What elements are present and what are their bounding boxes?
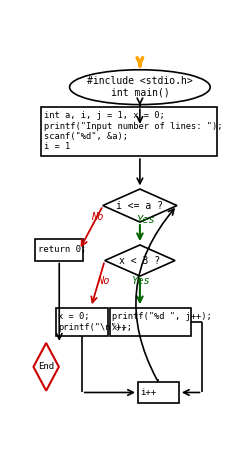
Polygon shape xyxy=(105,245,175,276)
Ellipse shape xyxy=(70,70,210,105)
FancyBboxPatch shape xyxy=(56,308,108,336)
Text: printf("%d ", j++);
x++;: printf("%d ", j++); x++; xyxy=(112,312,212,332)
Polygon shape xyxy=(103,189,177,222)
Text: #include <stdio.h>
int main(): #include <stdio.h> int main() xyxy=(87,76,193,98)
FancyBboxPatch shape xyxy=(41,107,217,156)
Text: i++: i++ xyxy=(140,388,156,397)
Text: Yes: Yes xyxy=(131,277,149,287)
Text: End: End xyxy=(38,362,54,371)
FancyBboxPatch shape xyxy=(110,308,191,336)
Text: No: No xyxy=(98,277,110,287)
Text: x = 0;
printf("\n");: x = 0; printf("\n"); xyxy=(58,312,127,332)
Text: No: No xyxy=(91,212,103,222)
FancyBboxPatch shape xyxy=(138,382,179,403)
Text: return 0;: return 0; xyxy=(38,246,86,254)
Text: int a, i, j = 1, x = 0;
printf("Input number of lines: ");
scanf("%d", &a);
i = : int a, i, j = 1, x = 0; printf("Input nu… xyxy=(44,111,222,151)
Text: i <= a ?: i <= a ? xyxy=(116,200,163,210)
Text: x < 3 ?: x < 3 ? xyxy=(119,256,161,266)
Polygon shape xyxy=(34,343,59,391)
FancyBboxPatch shape xyxy=(35,239,83,260)
Text: Yes: Yes xyxy=(136,215,155,225)
